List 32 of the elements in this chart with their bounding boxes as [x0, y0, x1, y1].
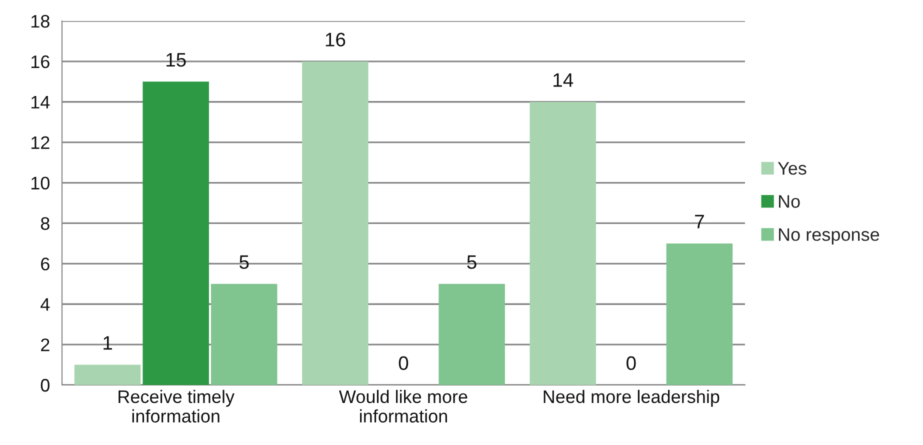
y-tick-label: 18 [31, 14, 50, 28]
y-tick-label: 2 [41, 338, 50, 352]
bar [211, 284, 278, 385]
legend-label: Yes [778, 162, 806, 175]
data-label: 16 [326, 32, 346, 46]
y-tick-label: 6 [41, 258, 50, 270]
y-tick-label: 8 [40, 217, 50, 230]
legend-label: No [778, 195, 800, 208]
bar [74, 364, 141, 385]
data-label: 15 [166, 53, 186, 67]
y-tick-label: 0 [40, 378, 50, 392]
bar [530, 102, 596, 385]
x-tick-label: Would like more information [339, 390, 468, 423]
data-label: 0 [626, 356, 636, 370]
legend-label: No response [778, 228, 880, 244]
data-label: 5 [467, 255, 476, 269]
y-tick-label: 16 [31, 55, 50, 68]
data-label: 0 [398, 356, 408, 370]
bar [142, 82, 209, 385]
y-tick-label: 14 [31, 96, 50, 108]
data-label: 14 [554, 73, 574, 87]
bar [666, 243, 733, 385]
data-label: 7 [695, 214, 704, 228]
data-label: 1 [104, 336, 112, 350]
bar [302, 61, 368, 385]
bar [438, 284, 505, 385]
y-tick-label: 4 [40, 298, 50, 311]
x-tick-label: Receive timely information [118, 390, 234, 423]
data-label: 5 [240, 255, 249, 269]
x-tick-label: Need more leadership [544, 390, 720, 407]
y-tick-label: 12 [31, 136, 50, 149]
y-tick-label: 10 [31, 176, 50, 190]
